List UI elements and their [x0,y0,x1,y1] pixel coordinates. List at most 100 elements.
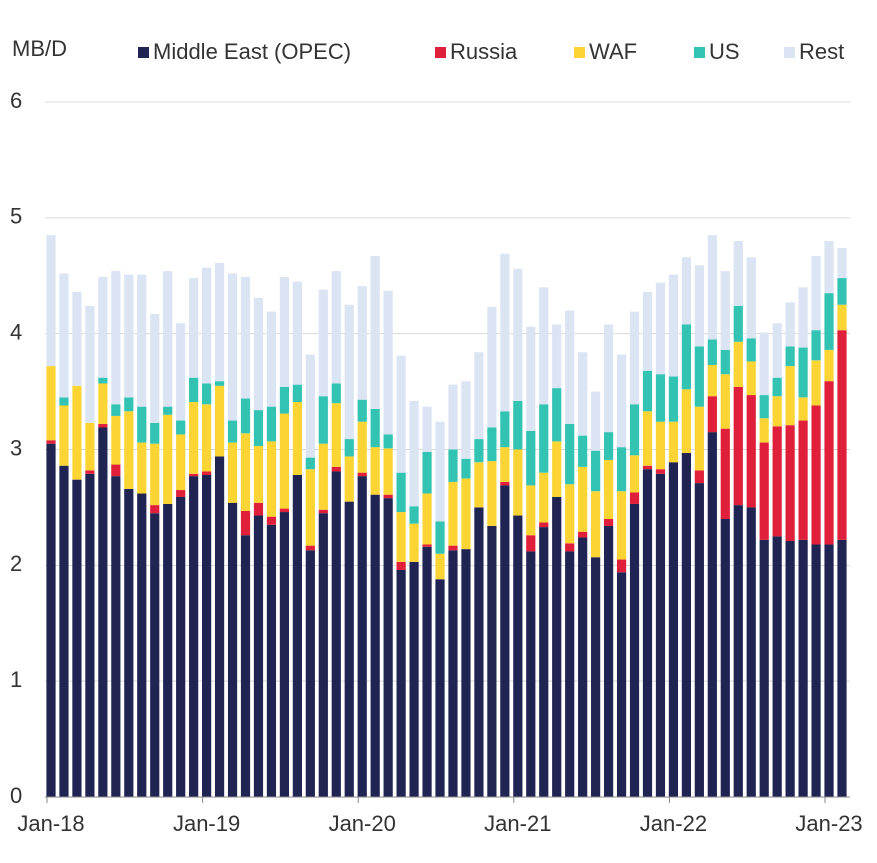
bar-segment [98,383,108,425]
bar-segment [240,398,251,434]
bar-segment [111,404,121,416]
bar-segment [98,276,108,378]
bar-segment [824,241,834,294]
bar-segment [150,443,160,506]
bar-segment [163,406,173,415]
bar-segment [461,549,471,797]
legend-swatch [694,47,705,58]
bar-segment [487,307,497,428]
bar-segment [409,400,419,507]
bar-segment [629,492,640,504]
bar-segment [642,370,653,412]
bar-segment [344,304,354,440]
bar-segment [344,501,354,797]
bar-segment [461,458,471,479]
bar-segment [565,484,575,544]
bar-segment [603,432,614,460]
legend-swatch [138,47,149,58]
bar-segment [591,450,601,492]
bar-segment [565,551,575,797]
bar-segment [292,474,302,797]
bar-segment [539,522,549,528]
bar-segment [409,506,419,524]
bar-segment [798,397,808,421]
bar-segment [331,471,341,797]
bar-segment [746,395,756,508]
bar-segment [435,579,445,797]
bar-segment [422,544,432,547]
bar-segment [305,457,315,470]
bar-segment [189,278,199,378]
bar-segment [240,510,251,536]
bar-segment [331,403,341,467]
bar-segment [266,311,277,407]
bar-segment [202,474,212,797]
bar-segment [552,388,562,442]
bar-segment [202,267,212,384]
x-tick-label: Jan-18 [17,811,84,836]
bar-segment [500,411,510,448]
bar-segment [720,374,730,429]
bar-segment [344,439,354,457]
bar-segment [357,399,367,422]
bar-segment [746,338,756,362]
bar-segment [772,323,782,378]
bar-segment [98,377,108,384]
bar-segment [318,509,328,514]
bar-segment [500,253,510,412]
legend-label: US [709,39,740,64]
bar-segment [150,513,160,797]
bar-segment [137,274,147,407]
bar-segment [59,405,69,466]
bar-segment [811,544,821,797]
bar-segment [448,449,458,482]
bar-segment [176,323,186,421]
bar-segment [811,256,821,331]
bar-segment [668,462,679,797]
bar-segment [305,550,315,797]
bar-segment [552,441,562,497]
bar-segment [111,271,121,405]
y-tick-label: 5 [10,204,22,229]
bar-segment [176,496,186,797]
bar-segment [396,512,406,562]
bar-segment [292,402,302,475]
bar-segment [565,543,575,552]
y-tick-label: 0 [10,783,22,808]
bar-segment [487,461,497,526]
bar-segment [163,271,173,407]
bar-segment [578,435,588,467]
bar-segment [759,442,769,540]
bar-segment [578,531,588,538]
bar-segment [383,290,393,435]
bar-segment [694,406,704,471]
bar-segment [279,386,290,414]
bar-segment [642,291,653,371]
bar-segment [266,516,277,525]
bar-segment [733,386,743,506]
bar-segment [59,273,69,398]
bar-segment [422,406,432,452]
bar-segment [59,465,69,797]
bar-segment [279,508,290,513]
bar-segment [396,561,406,570]
bar-segment [396,569,406,797]
bar-segment [474,439,484,463]
bar-segment [513,449,523,516]
bar-segment [759,332,769,396]
bar-segment [487,427,497,462]
legend-label: Middle East (OPEC) [153,39,351,64]
bar-segment [552,496,562,797]
bar-segment [176,490,186,497]
bar-segment [578,352,588,436]
bar-segment [539,472,549,523]
y-tick-label: 3 [10,435,22,460]
bar-segment [279,276,290,387]
bar-segment [681,257,691,325]
bar-segment [383,448,393,495]
bar-segment [798,420,808,540]
bar-segment [642,411,653,466]
bar-segment [383,434,393,449]
bar-segment [176,420,186,435]
bar-segment [240,535,251,797]
